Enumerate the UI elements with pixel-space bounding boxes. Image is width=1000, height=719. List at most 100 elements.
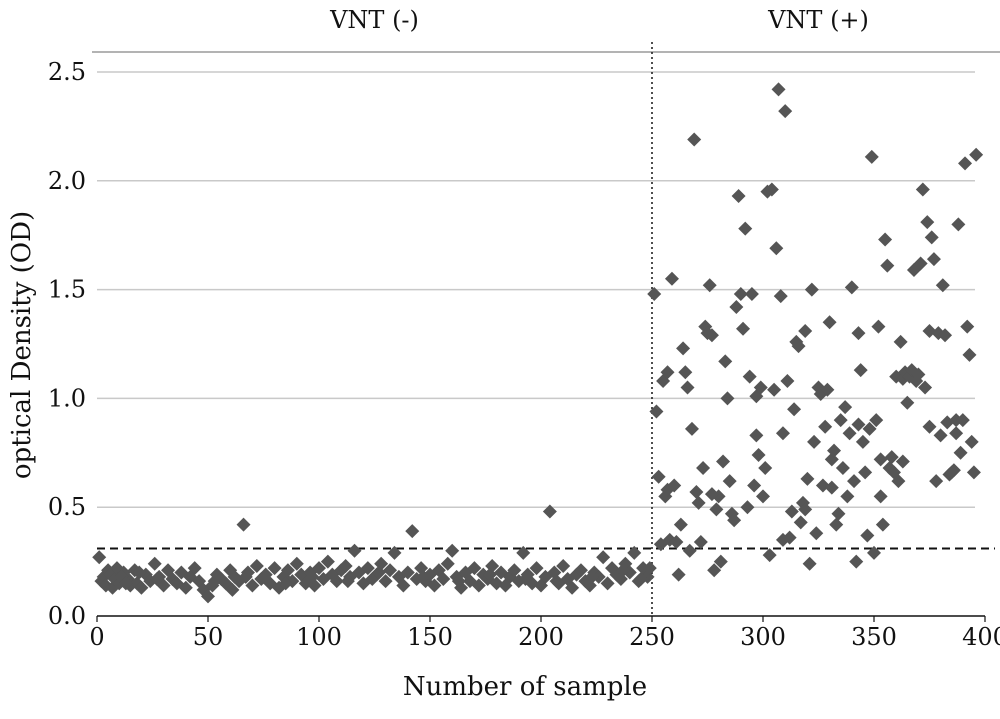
data-point-diamond bbox=[713, 554, 728, 569]
data-point-diamond bbox=[378, 574, 393, 589]
data-point-diamond bbox=[964, 434, 979, 449]
data-point-diamond bbox=[758, 461, 773, 476]
data-point-diamond bbox=[775, 532, 790, 547]
data-point-diamond bbox=[312, 561, 326, 576]
data-point-diamond bbox=[738, 221, 753, 236]
grid-lines bbox=[92, 51, 1000, 508]
data-point-diamond bbox=[716, 454, 731, 469]
data-point-diamond bbox=[736, 321, 751, 336]
data-point-diamond bbox=[915, 182, 930, 197]
x-tick-label: 200 bbox=[518, 623, 564, 651]
data-point-diamond bbox=[851, 417, 866, 432]
y-axis-title: optical Density (OD) bbox=[7, 211, 37, 479]
data-point-diamond bbox=[542, 504, 557, 519]
data-point-diamond bbox=[756, 489, 770, 504]
data-point-diamond bbox=[684, 421, 699, 436]
data-point-diamond bbox=[740, 500, 755, 515]
data-point-diamond bbox=[855, 434, 870, 449]
data-point-diamond bbox=[835, 461, 850, 476]
data-point-diamond bbox=[691, 495, 706, 510]
data-point-diamond bbox=[858, 465, 873, 480]
data-point-diamond bbox=[187, 561, 202, 576]
x-tick-label: 100 bbox=[296, 623, 342, 651]
data-point-diamond bbox=[804, 282, 819, 297]
data-point-diamond bbox=[696, 461, 711, 476]
data-point-diamond bbox=[864, 149, 879, 164]
data-point-diamond bbox=[649, 404, 664, 419]
data-point-diamond bbox=[305, 569, 320, 584]
data-point-diamond bbox=[669, 535, 684, 550]
data-point-diamond bbox=[267, 561, 282, 576]
y-tick-label: 0.0 bbox=[48, 602, 86, 630]
data-point-diamond bbox=[955, 413, 970, 428]
data-point-diamond bbox=[751, 447, 766, 462]
data-point-diamond bbox=[678, 365, 693, 380]
data-point-diamond bbox=[951, 217, 966, 232]
data-point-diamond bbox=[482, 567, 497, 582]
y-tick-label: 2.5 bbox=[48, 58, 86, 86]
data-point-diamond bbox=[651, 469, 666, 484]
data-point-diamond bbox=[416, 569, 431, 584]
data-point-diamond bbox=[147, 556, 162, 571]
data-points bbox=[92, 82, 984, 604]
data-point-diamond bbox=[360, 561, 375, 576]
data-point-diamond bbox=[784, 504, 799, 519]
x-tick-label: 250 bbox=[629, 623, 675, 651]
data-point-diamond bbox=[767, 382, 782, 397]
data-point-diamond bbox=[440, 556, 455, 571]
data-point-diamond bbox=[913, 256, 928, 271]
y-tick-label: 2.0 bbox=[48, 167, 86, 195]
data-point-diamond bbox=[720, 391, 735, 406]
data-point-diamond bbox=[911, 367, 926, 382]
data-point-diamond bbox=[329, 574, 344, 589]
data-point-diamond bbox=[849, 554, 864, 569]
data-point-diamond bbox=[869, 413, 884, 428]
data-point-diamond bbox=[671, 567, 686, 582]
data-point-diamond bbox=[573, 563, 588, 578]
data-point-diamond bbox=[853, 363, 868, 378]
data-point-diamond bbox=[371, 565, 386, 580]
data-point-diamond bbox=[862, 421, 877, 436]
data-point-diamond bbox=[727, 513, 742, 528]
data-point-diamond bbox=[616, 563, 631, 578]
data-point-diamond bbox=[778, 104, 793, 119]
data-point-diamond bbox=[824, 480, 839, 495]
data-point-diamond bbox=[704, 328, 719, 343]
data-point-diamond bbox=[791, 339, 806, 354]
data-point-diamond bbox=[289, 556, 304, 571]
data-point-diamond bbox=[949, 426, 964, 441]
data-point-diamond bbox=[320, 554, 335, 569]
data-point-diamond bbox=[847, 474, 862, 489]
data-point-diamond bbox=[680, 380, 695, 395]
data-point-diamond bbox=[873, 452, 888, 467]
data-point-diamond bbox=[884, 450, 899, 465]
data-point-diamond bbox=[775, 426, 790, 441]
data-point-diamond bbox=[787, 402, 802, 417]
data-point-diamond bbox=[693, 535, 708, 550]
data-point-diamond bbox=[134, 580, 149, 595]
data-point-diamond bbox=[851, 326, 866, 341]
data-point-diamond bbox=[833, 413, 848, 428]
data-point-diamond bbox=[800, 471, 815, 486]
data-point-diamond bbox=[451, 574, 466, 589]
data-point-diamond bbox=[238, 569, 253, 584]
data-point-diamond bbox=[733, 286, 748, 301]
data-point-diamond bbox=[687, 132, 702, 147]
data-point-diamond bbox=[118, 576, 133, 591]
data-point-diamond bbox=[744, 286, 759, 301]
data-point-diamond bbox=[798, 323, 813, 338]
data-point-diamond bbox=[280, 563, 295, 578]
data-point-diamond bbox=[707, 563, 722, 578]
data-point-diamond bbox=[245, 578, 260, 593]
data-point-diamond bbox=[900, 395, 915, 410]
data-point-diamond bbox=[924, 230, 939, 245]
axes: 0.0 0.5 1.0 1.5 2.0 2.5 0 50 100 150 200 250 300 350 4… bbox=[48, 58, 1000, 651]
reference-lines bbox=[97, 42, 995, 616]
data-point-diamond bbox=[427, 578, 442, 593]
data-point-diamond bbox=[201, 589, 215, 604]
data-point-diamond bbox=[764, 182, 779, 197]
data-point-diamond bbox=[822, 315, 837, 330]
data-point-diamond bbox=[722, 474, 737, 489]
data-point-diamond bbox=[529, 561, 544, 576]
data-point-diamond bbox=[742, 369, 757, 384]
